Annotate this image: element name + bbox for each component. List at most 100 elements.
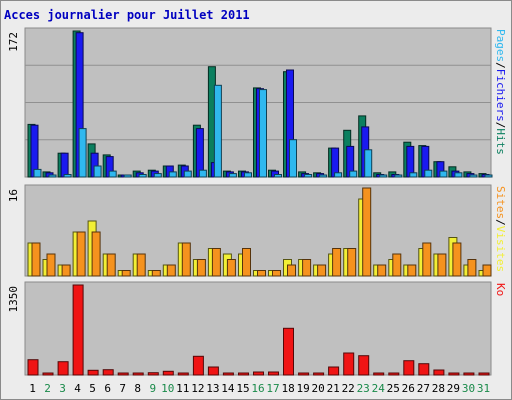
bar-pages-day-22 [349,170,358,178]
bar-sites-day-20 [317,264,327,277]
bar-pages-day-16 [259,89,267,178]
x-tick-label-day-8: 8 [134,382,141,395]
bar-ko-day-28 [433,369,445,376]
bar-ko-day-2 [42,372,54,376]
bar-sites-day-1 [31,242,41,277]
bar-ko-day-10 [162,370,174,376]
bar-ko-day-15 [238,372,249,376]
x-tick-label-day-4: 4 [74,382,81,395]
bar-ko-day-11 [177,372,189,376]
legend-fichiers: Fichiers [494,69,507,122]
bar-pages-day-10 [168,171,177,178]
bar-ko-day-7 [117,372,129,376]
bar-pages-day-3 [63,174,72,178]
x-tick-label-day-13: 13 [206,382,219,395]
legend-separator: / [494,122,507,129]
bar-sites-day-27 [422,242,432,277]
bar-sites-day-29 [452,242,462,277]
x-tick-label-day-20: 20 [311,382,324,395]
x-tick-label-day-7: 7 [119,382,126,395]
bar-fichiers-day-3 [60,152,69,178]
x-tick-label-day-26: 26 [402,382,415,395]
x-tick-label-day-5: 5 [89,382,96,395]
bar-ko-day-31 [478,372,490,376]
bar-ko-day-5 [87,369,99,376]
x-tick-label-day-23: 23 [357,382,370,395]
y-max-label-1: 172 [7,32,20,52]
bar-pages-day-17 [274,174,282,178]
bar-pages-day-27 [424,169,433,178]
x-tick-label-day-11: 11 [176,382,189,395]
bar-pages-day-24 [379,174,388,178]
bar-pages-day-23 [364,149,373,178]
bar-sites-day-6 [106,253,116,277]
bar-pages-day-15 [244,172,252,178]
legend-hits: Hits [494,128,507,155]
bar-pages-day-28 [439,170,448,178]
bar-sites-day-17 [272,270,281,277]
bar-pages-day-14 [228,173,237,178]
bar-ko-day-19 [298,372,310,376]
bar-ko-day-4 [72,284,84,376]
x-tick-label-day-14: 14 [221,382,235,395]
x-tick-label-day-6: 6 [104,382,111,395]
y-max-label-2: 16 [7,189,20,202]
bar-ko-day-23 [358,355,370,376]
legend-2: Sites/Visites [494,186,507,272]
bar-sites-day-30 [467,259,477,277]
bar-sites-day-19 [302,259,312,277]
x-tick-label-day-28: 28 [432,382,445,395]
x-tick-label-day-1: 1 [29,382,36,395]
bar-sites-day-13 [211,248,221,277]
bar-sites-day-18 [287,264,296,277]
bar-ko-day-8 [132,372,144,376]
plot-area-2 [24,184,492,277]
bar-ko-day-24 [373,372,385,376]
bar-sites-day-24 [377,264,387,277]
x-tick-label-day-2: 2 [44,382,51,395]
bar-ko-day-3 [57,361,69,376]
bar-pages-day-7 [123,174,132,178]
x-tick-label-day-27: 27 [417,382,430,395]
x-tick-label-day-15: 15 [236,382,249,395]
bar-ko-day-14 [222,372,234,376]
bar-sites-day-2 [46,253,56,277]
bar-sites-day-7 [121,270,131,277]
bar-pages-day-21 [334,172,343,178]
legend-pages: Pages [494,29,507,62]
x-tick-label-day-22: 22 [342,382,355,395]
bar-sites-day-14 [226,259,236,277]
bar-pages-day-19 [304,174,313,178]
bar-pages-day-29 [454,172,463,178]
bar-sites-day-25 [392,253,402,277]
bar-ko-day-26 [403,360,415,376]
bar-pages-day-9 [153,173,162,178]
bar-pages-day-26 [409,172,418,178]
bar-pages-day-30 [469,174,478,178]
bar-sites-day-11 [181,242,191,277]
bar-pages-day-12 [198,169,207,178]
bar-pages-day-11 [183,170,192,178]
chart-title: Acces journalier pour Juillet 2011 [4,8,250,22]
bar-ko-day-18 [283,327,294,376]
x-tick-label-day-29: 29 [447,382,460,395]
bar-pages-day-8 [138,174,147,178]
x-tick-label-day-18: 18 [281,382,294,395]
bar-sites-day-28 [437,253,447,277]
bar-ko-day-17 [268,371,279,376]
bar-sites-day-22 [347,248,357,277]
x-tick-label-day-31: 31 [477,382,490,395]
x-tick-label-day-12: 12 [191,382,204,395]
x-tick-label-day-24: 24 [372,382,386,395]
legend-separator: / [494,219,507,226]
bar-sites-day-12 [196,259,206,277]
legend-1: Pages/Fichiers/Hits [494,29,507,155]
bar-ko-day-27 [418,363,430,376]
x-tick-label-day-21: 21 [327,382,340,395]
bar-ko-day-9 [147,372,159,376]
bar-sites-day-31 [482,264,492,277]
bar-pages-day-1 [33,168,42,178]
bar-pages-day-20 [319,174,328,178]
bar-pages-day-6 [108,170,117,178]
